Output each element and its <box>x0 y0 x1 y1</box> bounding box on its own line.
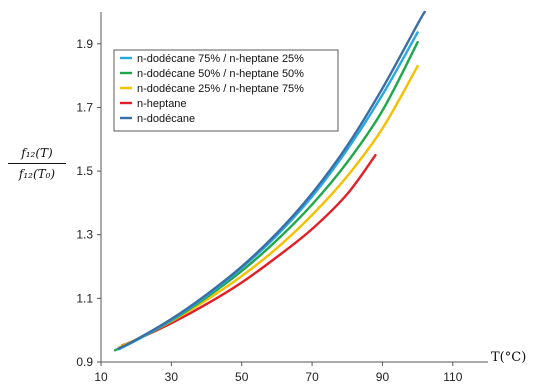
legend-box <box>113 49 339 132</box>
legend-entry: n-dodécane 25% / n-heptane 75% <box>137 83 304 95</box>
x-tick-label: 50 <box>235 370 249 384</box>
y-axis-label-denominator: f₁₂(T₀) <box>18 167 56 181</box>
y-axis-label-numerator: f₁₂(T) <box>21 146 53 160</box>
x-tick-label: 30 <box>165 370 179 384</box>
x-axis-label: T(°C) <box>491 350 527 365</box>
legend-entry: n-dodécane <box>137 113 195 125</box>
y-axis-label: f₁₂(T) f₁₂(T₀) <box>6 146 68 181</box>
y-axis-label-fraction-bar <box>8 163 66 164</box>
y-tick-label: 1.5 <box>76 164 93 178</box>
legend-entry: n-dodécane 50% / n-heptane 50% <box>137 68 304 80</box>
series-line-5 <box>117 10 426 350</box>
y-tick-label: 1.7 <box>76 100 93 114</box>
axes <box>100 12 488 363</box>
ticks: 0.9 1.1 1.3 1.5 1.7 1.9 10 30 50 70 90 110 <box>76 37 462 384</box>
y-tick-label: 1.9 <box>76 37 93 51</box>
legend-entry: n-heptane <box>137 98 187 110</box>
y-tick-label: 0.9 <box>76 355 93 369</box>
series-lines <box>113 10 426 352</box>
x-tick-label: 110 <box>443 370 462 384</box>
y-tick-label: 1.1 <box>76 291 93 305</box>
x-tick-label: 90 <box>376 370 390 384</box>
legend: n-dodécane 75% / n-heptane 25% n-dodécane… <box>113 49 339 132</box>
series-line-4 <box>120 153 377 347</box>
x-tick-label: 70 <box>305 370 319 384</box>
y-tick-label: 1.3 <box>76 228 93 242</box>
x-tick-label: 10 <box>94 370 108 384</box>
legend-entry: n-dodécane 75% / n-heptane 25% <box>137 53 304 65</box>
